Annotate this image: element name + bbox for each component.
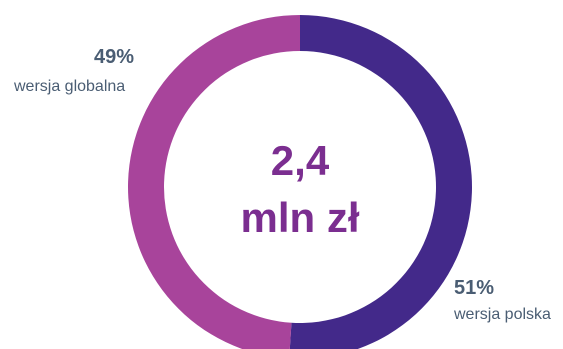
donut-slice-wersja-globalna	[127, 15, 300, 349]
donut-slice-wersja-polska	[289, 15, 472, 349]
slice-label-name-polska: wersja polska	[454, 306, 551, 323]
slice-label-percent-polska: 51%	[454, 277, 495, 299]
slice-label-name-globalna: wersja globalna	[14, 78, 126, 95]
center-value: 2,4	[270, 137, 330, 184]
slice-label-percent-globalna: 49%	[94, 46, 135, 68]
center-unit: mln zł	[240, 194, 360, 241]
